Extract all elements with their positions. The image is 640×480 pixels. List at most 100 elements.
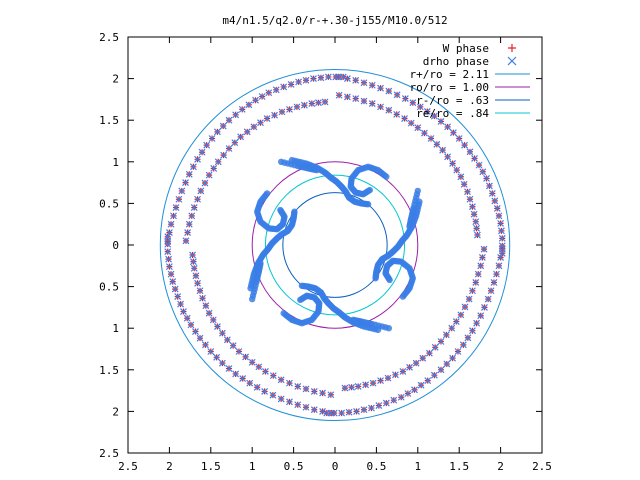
drho-phase-point	[343, 93, 351, 101]
drho-phase-point	[393, 110, 401, 118]
drho-phase-point	[437, 338, 445, 345]
drho-phase-blob	[257, 260, 264, 267]
x-tick-label: 1.5	[449, 460, 469, 473]
drho-phase-point	[178, 187, 186, 195]
drho-phase-point	[225, 365, 233, 372]
y-tick-label: 2	[112, 73, 119, 86]
drho-phase-point	[182, 179, 189, 187]
drho-phase-point	[257, 119, 264, 127]
drho-phase-point	[277, 376, 285, 384]
drho-phase-point	[442, 331, 450, 339]
drho-phase-point	[466, 195, 474, 203]
drho-phase-point	[194, 195, 201, 203]
drho-phase-point	[498, 234, 506, 242]
drho-phase-point	[302, 385, 310, 393]
drho-phase-point	[218, 329, 226, 337]
drho-phase-point	[253, 383, 261, 391]
drho-phase-point	[232, 111, 240, 119]
drho-phase-point	[167, 220, 175, 228]
drho-phase-point	[185, 220, 193, 228]
x-tick-label: 0	[332, 460, 339, 473]
drho-phase-point	[245, 101, 253, 109]
legend-label: r-/ro = .63	[416, 94, 489, 107]
drho-phase-blob	[386, 276, 393, 284]
drho-phase-point	[315, 99, 322, 107]
y-tick-label: 0.5	[99, 197, 119, 210]
y-tick-label: 2.5	[99, 31, 119, 44]
drho-phase-point	[444, 123, 452, 131]
circle-0-63	[282, 192, 388, 298]
drho-phase-point	[354, 383, 362, 390]
drho-phase-point	[469, 203, 476, 211]
drho-phase-point	[352, 76, 360, 84]
drho-phase-point	[339, 73, 347, 81]
drho-phase-point	[255, 363, 263, 371]
drho-phase-point	[231, 139, 239, 147]
circle-1	[251, 161, 419, 329]
drho-phase-point	[461, 303, 469, 311]
x-tick-label: 2.5	[532, 460, 552, 473]
drho-phase-point	[189, 258, 197, 266]
drho-phase-point	[205, 309, 213, 317]
drho-phase-point	[219, 122, 227, 130]
drho-phase-point	[187, 321, 195, 329]
drho-phase-point	[449, 160, 457, 167]
drho-phase-point	[174, 293, 182, 301]
drho-phase-point	[353, 407, 360, 415]
drho-phase-point	[203, 141, 211, 149]
drho-phase-point	[397, 393, 405, 401]
drho-phase-point	[190, 264, 198, 272]
drho-phase-point	[368, 404, 375, 412]
drho-phase-point	[390, 396, 398, 404]
drho-phase-point	[431, 343, 439, 351]
drho-phase-point	[225, 145, 233, 152]
x-tick-label: 2	[166, 460, 173, 473]
drho-phase-point	[238, 105, 246, 113]
circle-0-84	[264, 174, 406, 316]
drho-phase-point	[375, 402, 383, 410]
drho-phase-point	[348, 383, 355, 391]
drho-phase-point	[338, 409, 346, 417]
drho-phase-blob	[364, 201, 372, 208]
drho-phase-point	[263, 115, 271, 122]
drho-phase-point	[360, 97, 368, 105]
drho-phase-point	[457, 311, 465, 319]
y-tick-label: 1.5	[99, 114, 119, 127]
drho-phase-point	[269, 372, 277, 380]
legend-w-marker	[508, 44, 516, 52]
drho-phase-point	[295, 78, 302, 86]
drho-phase-point	[466, 148, 474, 156]
drho-phase-point	[497, 219, 505, 227]
drho-phase-point	[444, 153, 452, 161]
drho-phase-point	[165, 263, 173, 271]
drho-phase-point	[425, 349, 433, 357]
drho-phase-point	[469, 287, 476, 295]
drho-phase-point	[180, 308, 187, 315]
drho-phase-point	[232, 370, 240, 378]
drho-phase-point	[457, 173, 465, 181]
drho-phase-point	[302, 76, 310, 84]
drho-phase-point	[483, 175, 490, 182]
drho-phase-point	[465, 295, 473, 303]
drho-phase-point	[480, 245, 488, 253]
drho-phase-blob	[406, 223, 413, 230]
drho-phase-point	[437, 118, 445, 125]
drho-phase-point	[448, 324, 456, 332]
drho-phase-point	[201, 179, 209, 187]
drho-phase-point	[459, 341, 467, 349]
drho-phase-point	[490, 279, 498, 286]
drho-phase-point	[384, 374, 392, 382]
drho-phase-point	[261, 388, 269, 395]
drho-phase-blob	[291, 208, 298, 215]
drho-phase-point	[488, 189, 496, 197]
drho-phase-point	[165, 255, 172, 263]
drho-phase-point	[477, 312, 485, 320]
drho-phase-point	[182, 237, 190, 245]
drho-phase-point	[419, 354, 427, 362]
legend-label: re/ro = .84	[416, 107, 489, 120]
drho-phase-point	[300, 101, 308, 109]
drho-phase-point	[189, 163, 197, 171]
circle-2-11	[159, 68, 511, 422]
drho-phase-point	[420, 129, 428, 137]
